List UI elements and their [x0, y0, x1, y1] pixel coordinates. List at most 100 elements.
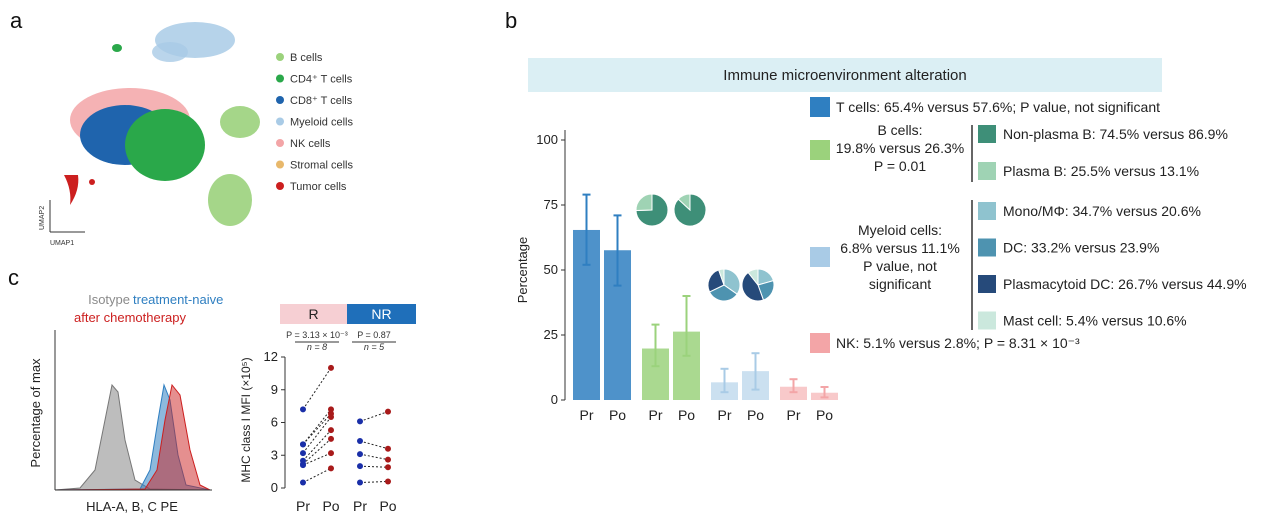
paired-y-tick-label: 0	[271, 480, 278, 495]
pair-line	[359, 480, 389, 484]
point-pr	[300, 462, 306, 469]
legend-label-myeloid: 6.8% versus 11.1%	[840, 240, 960, 256]
pair-line	[359, 411, 389, 422]
point-po	[385, 445, 391, 452]
bar-y-tick-label: 50	[544, 262, 558, 277]
umap-legend-dot	[276, 117, 284, 126]
point-pr	[300, 450, 306, 457]
pie-slice	[741, 271, 765, 302]
bar-x-tick-label: Pr	[580, 407, 594, 423]
panel-letter-b: b	[505, 8, 517, 33]
point-po	[385, 408, 391, 415]
pie-slice	[747, 268, 759, 287]
umap-plot: UMAP1 UMAP2 B cells CD4⁺ T cells CD8⁺ T ce…	[39, 22, 353, 247]
legend-swatch-myeloid	[810, 247, 830, 267]
pair-line	[302, 409, 332, 445]
pair-line	[302, 429, 332, 462]
umap-cluster-cd4	[125, 109, 205, 181]
legend-label-b-sub: Plasma B: 25.5% versus 13.1%	[1003, 163, 1199, 179]
bar-x-tick-label: Pr	[787, 407, 801, 423]
bar-legend: T cells: 65.4% versus 57.6%; P value, no…	[810, 97, 1247, 353]
pie-slice	[723, 268, 741, 295]
bar-x-tick-label: Po	[816, 407, 833, 423]
umap-cluster-b-right	[220, 106, 260, 138]
pair-line	[359, 440, 389, 450]
legend-label-myeloid-sub: DC: 33.2% versus 23.9%	[1003, 240, 1159, 256]
legend-swatch-myeloid-sub	[978, 311, 996, 330]
title-banner	[528, 58, 1162, 92]
point-pr	[300, 479, 306, 486]
panel-c: Isotype treatment-naive after chemothera…	[28, 292, 223, 514]
group-header-label: NR	[371, 306, 391, 322]
umap-xlabel: UMAP1	[50, 240, 74, 247]
group-n: n = 8	[307, 342, 327, 352]
legend-swatch-b-sub	[978, 162, 996, 180]
paired-y-tick-label: 9	[271, 382, 278, 397]
umap-legend-label: CD8⁺ T cells	[290, 95, 353, 107]
legend-label-nk: NK: 5.1% versus 2.8%; P = 8.31 × 10⁻³	[836, 335, 1080, 351]
bar-x-tick-label: Pr	[718, 407, 732, 423]
group-stat: P = 3.13 × 10⁻³	[286, 330, 348, 340]
point-pr	[300, 406, 306, 413]
chart-title: Immune microenvironment alteration	[723, 67, 966, 84]
umap-legend-dot	[276, 96, 284, 104]
point-po	[328, 364, 334, 371]
umap-cluster-tumor	[64, 175, 79, 205]
legend-swatch-myeloid-sub	[978, 275, 996, 293]
legend-swatch-b-cells	[810, 140, 830, 160]
umap-clusters	[64, 22, 260, 226]
legend-label-myeloid-sub: Plasmacytoid DC: 26.7% versus 44.9%	[1003, 276, 1247, 292]
panel-letter-c: c	[8, 265, 19, 290]
bar-y-tick-label: 25	[544, 327, 558, 342]
point-pr	[357, 451, 363, 458]
umap-legend-dot	[276, 182, 284, 190]
point-po	[328, 427, 334, 434]
legend-swatch-myeloid-sub	[978, 202, 996, 220]
paired-y-tick-label: 6	[271, 415, 278, 430]
pair-line	[302, 416, 332, 454]
umap-ylabel: UMAP2	[39, 206, 46, 230]
umap-cluster-b-bottom	[208, 174, 252, 226]
legend-after-chemo: after chemotherapy	[74, 310, 187, 325]
bar-y-tick-label: 75	[544, 197, 558, 212]
umap-legend: B cells CD4⁺ T cells CD8⁺ T cells Myeloid c…	[276, 52, 353, 193]
umap-legend-dot	[276, 139, 284, 147]
paired-x-tick-label: Po	[379, 498, 396, 514]
legend-swatch-myeloid-sub	[978, 238, 996, 257]
pie-slice	[635, 193, 653, 212]
bar-x-tick-label: Po	[747, 407, 764, 423]
bar-x-tick-label: Pr	[649, 407, 663, 423]
pair-line	[302, 367, 332, 410]
hist-xlabel: HLA-A, B, C PE	[86, 499, 178, 514]
legend-swatch-t-cells	[810, 97, 830, 117]
point-pr	[357, 463, 363, 470]
umap-legend-dot	[276, 160, 284, 169]
panel-b: Immune microenvironment alteration Perce…	[515, 58, 1247, 423]
pair-line	[302, 438, 332, 465]
umap-legend-label: Stromal cells	[290, 160, 353, 172]
bar	[780, 386, 807, 400]
bar-axis: 0 25 50 75 100	[536, 130, 566, 407]
legend-label-myeloid: significant	[869, 276, 931, 292]
histogram-after-chemo	[54, 383, 211, 491]
group-header	[280, 304, 347, 324]
pair-line	[359, 453, 389, 461]
bar-ylabel: Percentage	[515, 237, 530, 304]
pair-line	[302, 413, 332, 445]
point-pr	[357, 438, 363, 445]
legend-label-myeloid-sub: Mono/MΦ: 34.7% versus 20.6%	[1003, 203, 1201, 219]
point-po	[328, 414, 334, 421]
point-po	[328, 450, 334, 457]
point-po	[385, 456, 391, 463]
legend-label-myeloid-sub: Mast cell: 5.4% versus 10.6%	[1003, 313, 1187, 329]
pie-slice	[635, 193, 669, 227]
bar-x-tick-label: Po	[609, 407, 626, 423]
paired-x-tick-label: Pr	[353, 498, 367, 514]
point-po	[328, 406, 334, 413]
paired-marks: R P = 3.13 × 10⁻³ n = 8 Pr Po NR P = 0.87 n = 5…	[280, 304, 416, 514]
umap-legend-dot	[276, 53, 284, 61]
pair-line	[302, 467, 332, 483]
point-po	[328, 435, 334, 442]
legend-label-t-cells: T cells: 65.4% versus 57.6%; P value, no…	[836, 99, 1160, 115]
legend-label-b-cells: P = 0.01	[874, 158, 927, 174]
